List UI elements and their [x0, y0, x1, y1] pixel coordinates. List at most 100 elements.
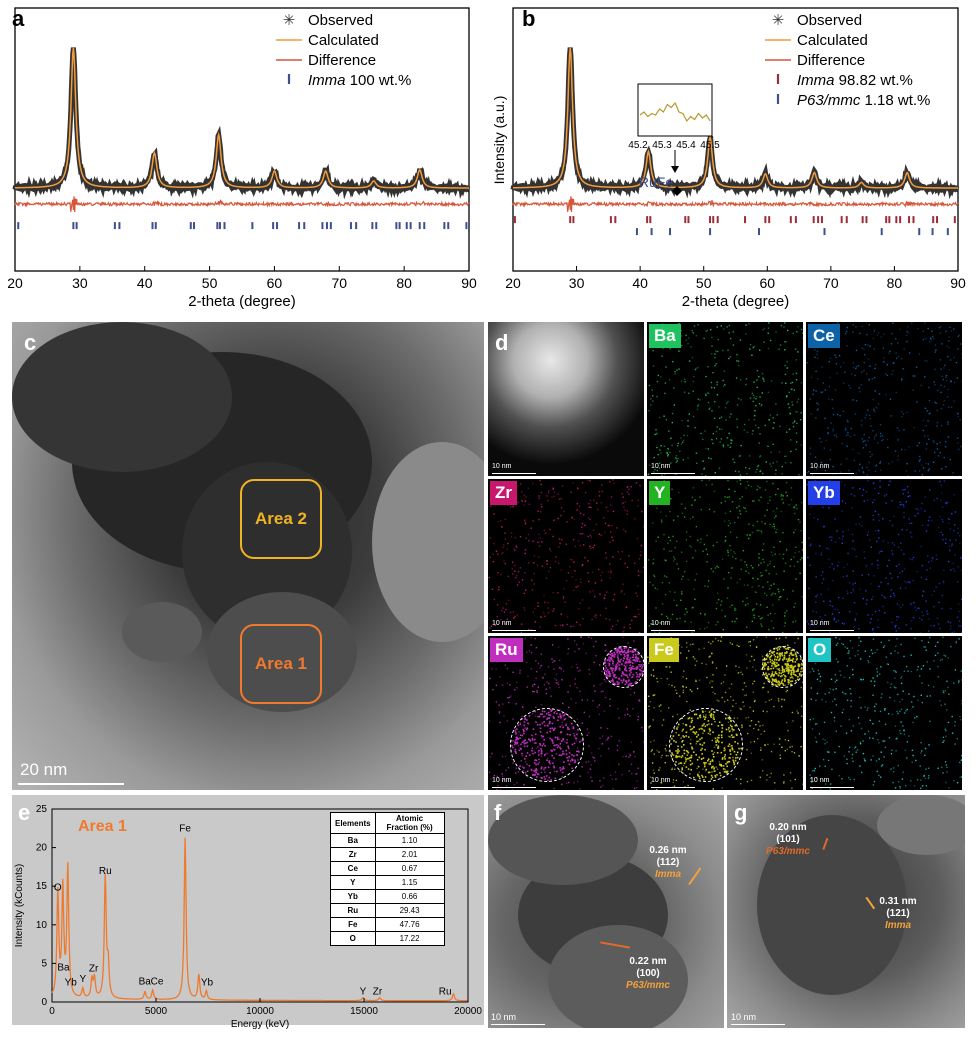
inset-frame	[637, 83, 713, 137]
fraction-cell: 0.67	[374, 861, 445, 876]
e-chart-title: Area 1	[78, 818, 127, 835]
b-x-tick-label: 20	[505, 275, 521, 291]
e-x-axis-label: Energy (keV)	[231, 1019, 289, 1030]
tem-particle	[548, 925, 688, 1028]
legend-fraction: 100 wt.%	[346, 72, 412, 89]
scale-bar	[651, 787, 695, 788]
table-row: Y 1.15	[330, 875, 445, 890]
scale-bar	[491, 1024, 545, 1025]
tem-particle	[207, 592, 357, 712]
legend-label: Difference	[308, 52, 376, 69]
eds-map-fe: Fe 10 nm	[647, 636, 803, 790]
inset-tick-label: 45.3	[652, 140, 672, 151]
legend-fraction: 98.82 wt.%	[835, 72, 913, 89]
map-label: Ce	[808, 324, 840, 348]
legend-swatch: ✳	[772, 12, 785, 29]
scale-label: 10 nm	[810, 463, 830, 470]
legend-label: Imma 100 wt.%	[308, 72, 411, 89]
legend-label: Difference	[797, 52, 865, 69]
element-cell: O	[330, 931, 376, 946]
b-x-tick-label: 50	[696, 275, 712, 291]
element-cell: Ce	[330, 861, 376, 876]
panel-b-xrd-chart: 20 30 40 50 60 70 80 90 2-theta (degree) ✳ Observe…	[491, 7, 966, 310]
element-cell: Ba	[330, 833, 376, 848]
a-x-tick-label: 90	[461, 275, 477, 291]
inset-tick-label: 45.4	[676, 140, 696, 151]
eds-map-y: Y 10 nm	[647, 479, 803, 633]
a-observed-series	[12, 47, 471, 200]
e-x-tick-label: 10000	[246, 1006, 274, 1017]
fraction-cell: 29.43	[374, 903, 445, 918]
scale-label: 10 nm	[492, 620, 512, 627]
e-y-tick-label: 5	[41, 958, 47, 969]
d-spacing: 0.26 nm	[649, 845, 687, 856]
table-header: Elements	[330, 812, 376, 834]
e-x-tick-label: 5000	[145, 1006, 168, 1017]
element-cell: Zr	[330, 847, 376, 862]
e-peak-label: O	[54, 882, 62, 893]
element-cell: Fe	[330, 917, 376, 932]
e-y-tick-label: 10	[36, 920, 48, 931]
e-x-tick-label: 20000	[454, 1006, 482, 1017]
inset-arrow-head	[671, 166, 679, 173]
scale-bar	[492, 473, 536, 474]
legend-label: P63/mmc 1.18 wt.%	[797, 92, 930, 109]
scale-label: 20 nm	[20, 760, 68, 779]
fraction-cell: 1.15	[374, 875, 445, 890]
eds-dots	[806, 479, 962, 633]
table-row: Zr 2.01	[330, 847, 445, 862]
map-label: Yb	[808, 481, 840, 505]
scale-bar	[731, 1024, 785, 1025]
d-spacing: 0.20 nm	[769, 822, 807, 833]
element-table-wrap: Elements Atomic Fraction (%) Ba 1.10 Zr 2.0…	[330, 812, 445, 946]
phase-label: P63/mmc	[766, 846, 810, 857]
legend-swatch: ✳	[283, 12, 296, 29]
e-peak-label: Yb	[65, 977, 78, 988]
scale-label: 10 nm	[651, 620, 671, 627]
fraction-cell: 47.76	[374, 917, 445, 932]
a-x-tick-label: 70	[331, 275, 347, 291]
a-difference-series	[14, 196, 470, 213]
element-cell: Yb	[330, 889, 376, 904]
e-peak-label: Fe	[179, 824, 191, 835]
scale-bar	[18, 783, 124, 785]
fraction-cell: 1.10	[374, 833, 445, 848]
b-difference-series	[512, 196, 959, 213]
highlight-circle	[669, 708, 743, 782]
map-label: Ru	[490, 638, 523, 662]
b-x-axis-label: 2-theta (degree)	[682, 293, 790, 310]
fraction-cell: 2.01	[374, 847, 445, 862]
a-x-tick-label: 80	[396, 275, 412, 291]
e-peak-label: Yb	[201, 977, 214, 988]
b-x-tick-label: 90	[950, 275, 966, 291]
scale-bar	[810, 473, 854, 474]
inset-tick-label: 45.2	[628, 140, 648, 151]
a-x-tick-label: 30	[72, 275, 88, 291]
eds-dots	[648, 479, 803, 633]
tem-particle	[122, 602, 202, 662]
d-spacing: 0.22 nm	[629, 956, 667, 967]
panel-d-letter: d	[495, 330, 509, 355]
e-x-tick-label: 15000	[350, 1006, 378, 1017]
legend-label: Calculated	[308, 32, 379, 49]
b-calculated-series	[513, 47, 958, 189]
scale-label: 10 nm	[810, 777, 830, 784]
eds-dots	[488, 479, 644, 633]
scale-bar	[651, 473, 695, 474]
lattice-annotation: 0.20 nm (101) P63/mmc	[748, 822, 828, 858]
e-y-tick-label: 0	[41, 997, 47, 1008]
tem-particle	[757, 815, 907, 995]
lattice-annotation: 0.26 nm (112) Imma	[628, 845, 708, 881]
fraction-cell: 0.66	[374, 889, 445, 904]
tem-particle	[372, 442, 484, 642]
highlight-circle	[510, 708, 584, 782]
tem-particle	[488, 795, 638, 885]
scale-bar	[492, 787, 536, 788]
panel-c-letter: c	[24, 330, 37, 355]
legend-label: Observed	[797, 12, 862, 29]
legend-text: Difference	[797, 52, 865, 69]
table-row: Fe 47.76	[330, 917, 445, 932]
plot-frame	[512, 7, 959, 272]
legend-text: Observed	[797, 12, 862, 29]
highlight-circle	[603, 646, 644, 688]
